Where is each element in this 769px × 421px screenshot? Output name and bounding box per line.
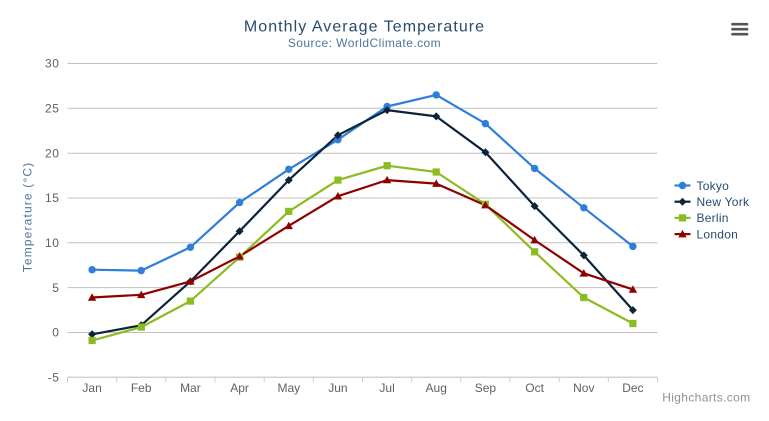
svg-text:New York: New York <box>697 195 750 209</box>
svg-text:Jun: Jun <box>328 381 347 395</box>
svg-text:Jul: Jul <box>379 381 394 395</box>
svg-text:Sep: Sep <box>475 381 497 395</box>
svg-text:Temperature (°C): Temperature (°C) <box>21 162 35 273</box>
svg-text:0: 0 <box>52 326 59 340</box>
svg-text:Feb: Feb <box>131 381 152 395</box>
svg-text:Aug: Aug <box>426 381 447 395</box>
svg-text:10: 10 <box>45 236 59 250</box>
svg-text:15: 15 <box>45 191 59 205</box>
svg-text:Berlin: Berlin <box>697 211 729 225</box>
svg-text:Jan: Jan <box>82 381 101 395</box>
svg-text:Highcharts.com: Highcharts.com <box>662 391 750 405</box>
svg-text:20: 20 <box>45 146 59 160</box>
svg-text:Tokyo: Tokyo <box>697 179 730 193</box>
svg-text:Apr: Apr <box>230 381 249 395</box>
svg-text:30: 30 <box>45 57 59 71</box>
svg-text:-5: -5 <box>48 371 60 385</box>
svg-text:London: London <box>697 227 739 241</box>
svg-text:May: May <box>277 381 300 395</box>
svg-text:Oct: Oct <box>525 381 544 395</box>
svg-text:Dec: Dec <box>622 381 643 395</box>
svg-text:5: 5 <box>52 281 59 295</box>
svg-text:Source: WorldClimate.com: Source: WorldClimate.com <box>288 36 441 50</box>
svg-text:Monthly Average Temperature: Monthly Average Temperature <box>244 19 485 36</box>
svg-text:25: 25 <box>45 102 59 116</box>
svg-text:Nov: Nov <box>573 381 594 395</box>
svg-text:Mar: Mar <box>180 381 201 395</box>
